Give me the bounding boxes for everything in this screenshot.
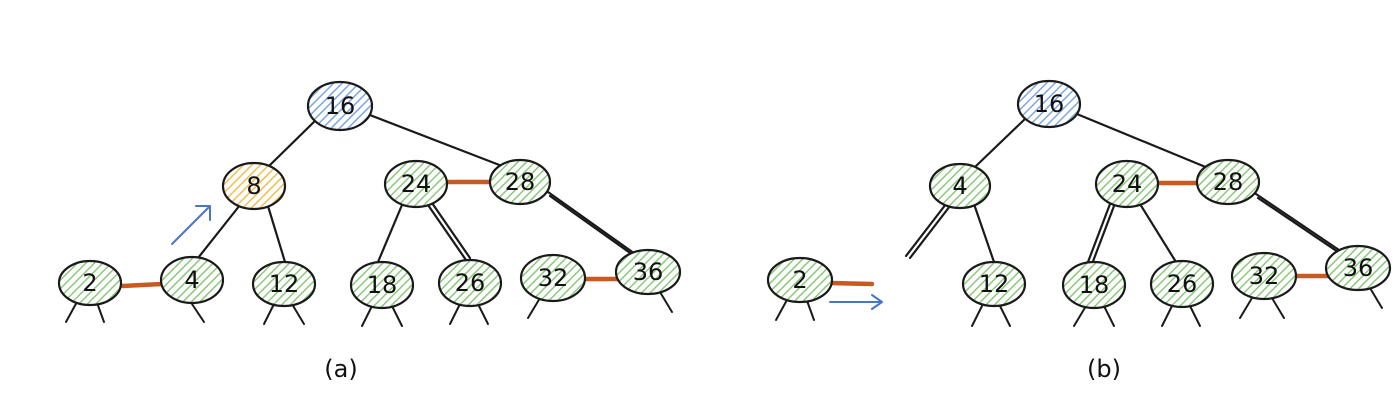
node-26: 26 <box>437 258 503 308</box>
stub-36b <box>1369 287 1383 309</box>
svg-text:2: 2 <box>82 269 97 297</box>
stub-32b <box>1239 297 1285 319</box>
svg-text:16: 16 <box>1034 90 1065 118</box>
node-16: 16 <box>1016 79 1082 129</box>
edge-4-12 <box>972 202 996 264</box>
caption-a: (a) <box>324 355 357 383</box>
stub-12 <box>263 303 305 325</box>
edge-24-18 <box>376 203 404 264</box>
caption-b: (b) <box>1087 355 1121 383</box>
move-arrow-icon <box>829 294 883 310</box>
edge-4-left-a <box>904 202 948 258</box>
edge-8-12 <box>266 204 287 264</box>
edge-16-28 <box>360 110 504 168</box>
svg-text:16: 16 <box>325 92 356 120</box>
edge-16-28 <box>1070 110 1210 170</box>
svg-text:24: 24 <box>1112 170 1143 198</box>
svg-text:12: 12 <box>269 270 300 298</box>
edge-4-left-b <box>908 204 952 260</box>
stub-32 <box>527 297 541 319</box>
edge-16-4 <box>974 116 1028 168</box>
svg-text:12: 12 <box>979 270 1010 298</box>
panel-a: 16 8 24 28 2 4 12 18 <box>57 80 682 383</box>
node-12: 12 <box>251 260 317 308</box>
svg-text:32: 32 <box>1249 262 1280 290</box>
edge-28-36b <box>548 194 642 262</box>
edge-28-36a <box>546 190 640 258</box>
node-28: 28 <box>488 158 552 206</box>
svg-text:18: 18 <box>1079 271 1110 299</box>
svg-text:32: 32 <box>538 264 569 292</box>
stub-26b <box>1161 305 1201 327</box>
node-16: 16 <box>306 80 374 132</box>
node-28: 28 <box>1195 158 1261 206</box>
node-32: 32 <box>1230 251 1298 301</box>
stub-18b <box>1073 305 1115 327</box>
link-2-4 <box>119 281 165 289</box>
edge-24-18b <box>1090 204 1116 266</box>
node-26: 26 <box>1149 259 1215 309</box>
node-2: 2 <box>57 259 123 307</box>
svg-text:28: 28 <box>505 168 536 196</box>
edge-8-4 <box>196 203 242 260</box>
edge-28-36a <box>1254 192 1344 254</box>
edge-24-18a <box>1086 202 1112 264</box>
svg-text:4: 4 <box>952 172 967 200</box>
stub-18 <box>361 305 403 327</box>
svg-text:18: 18 <box>367 271 398 299</box>
node-24: 24 <box>383 159 449 209</box>
node-12: 12 <box>961 260 1027 308</box>
edge-24-26 <box>1138 202 1178 264</box>
node-24: 24 <box>1094 159 1160 209</box>
node-36: 36 <box>614 248 682 296</box>
link-2-out <box>827 280 875 287</box>
rotate-arrow-icon <box>171 205 211 245</box>
stub-26 <box>449 303 489 325</box>
svg-text:28: 28 <box>1213 168 1244 196</box>
stub-36 <box>659 291 673 313</box>
svg-text:26: 26 <box>455 269 486 297</box>
panel-b: 16 4 24 28 2 12 18 26 <box>766 79 1392 383</box>
edge-28-36b <box>1256 196 1346 258</box>
node-18: 18 <box>1061 260 1127 310</box>
node-32: 32 <box>519 253 587 303</box>
node-36: 36 <box>1324 244 1392 292</box>
edge-24-26a <box>426 203 468 262</box>
edge-24-26b <box>430 201 472 260</box>
node-4: 4 <box>928 162 992 210</box>
stub-4 <box>191 303 205 323</box>
node-8: 8 <box>221 161 287 211</box>
svg-text:4: 4 <box>184 266 199 294</box>
node-18: 18 <box>349 260 415 310</box>
svg-text:24: 24 <box>401 170 432 198</box>
svg-text:36: 36 <box>1343 254 1374 282</box>
svg-text:8: 8 <box>246 172 261 200</box>
node-4: 4 <box>159 255 225 305</box>
edge-16-8 <box>268 116 320 167</box>
svg-text:2: 2 <box>792 266 807 294</box>
node-2: 2 <box>766 256 834 304</box>
svg-text:36: 36 <box>633 258 664 286</box>
stub-12b <box>971 305 1011 327</box>
svg-text:26: 26 <box>1167 270 1198 298</box>
